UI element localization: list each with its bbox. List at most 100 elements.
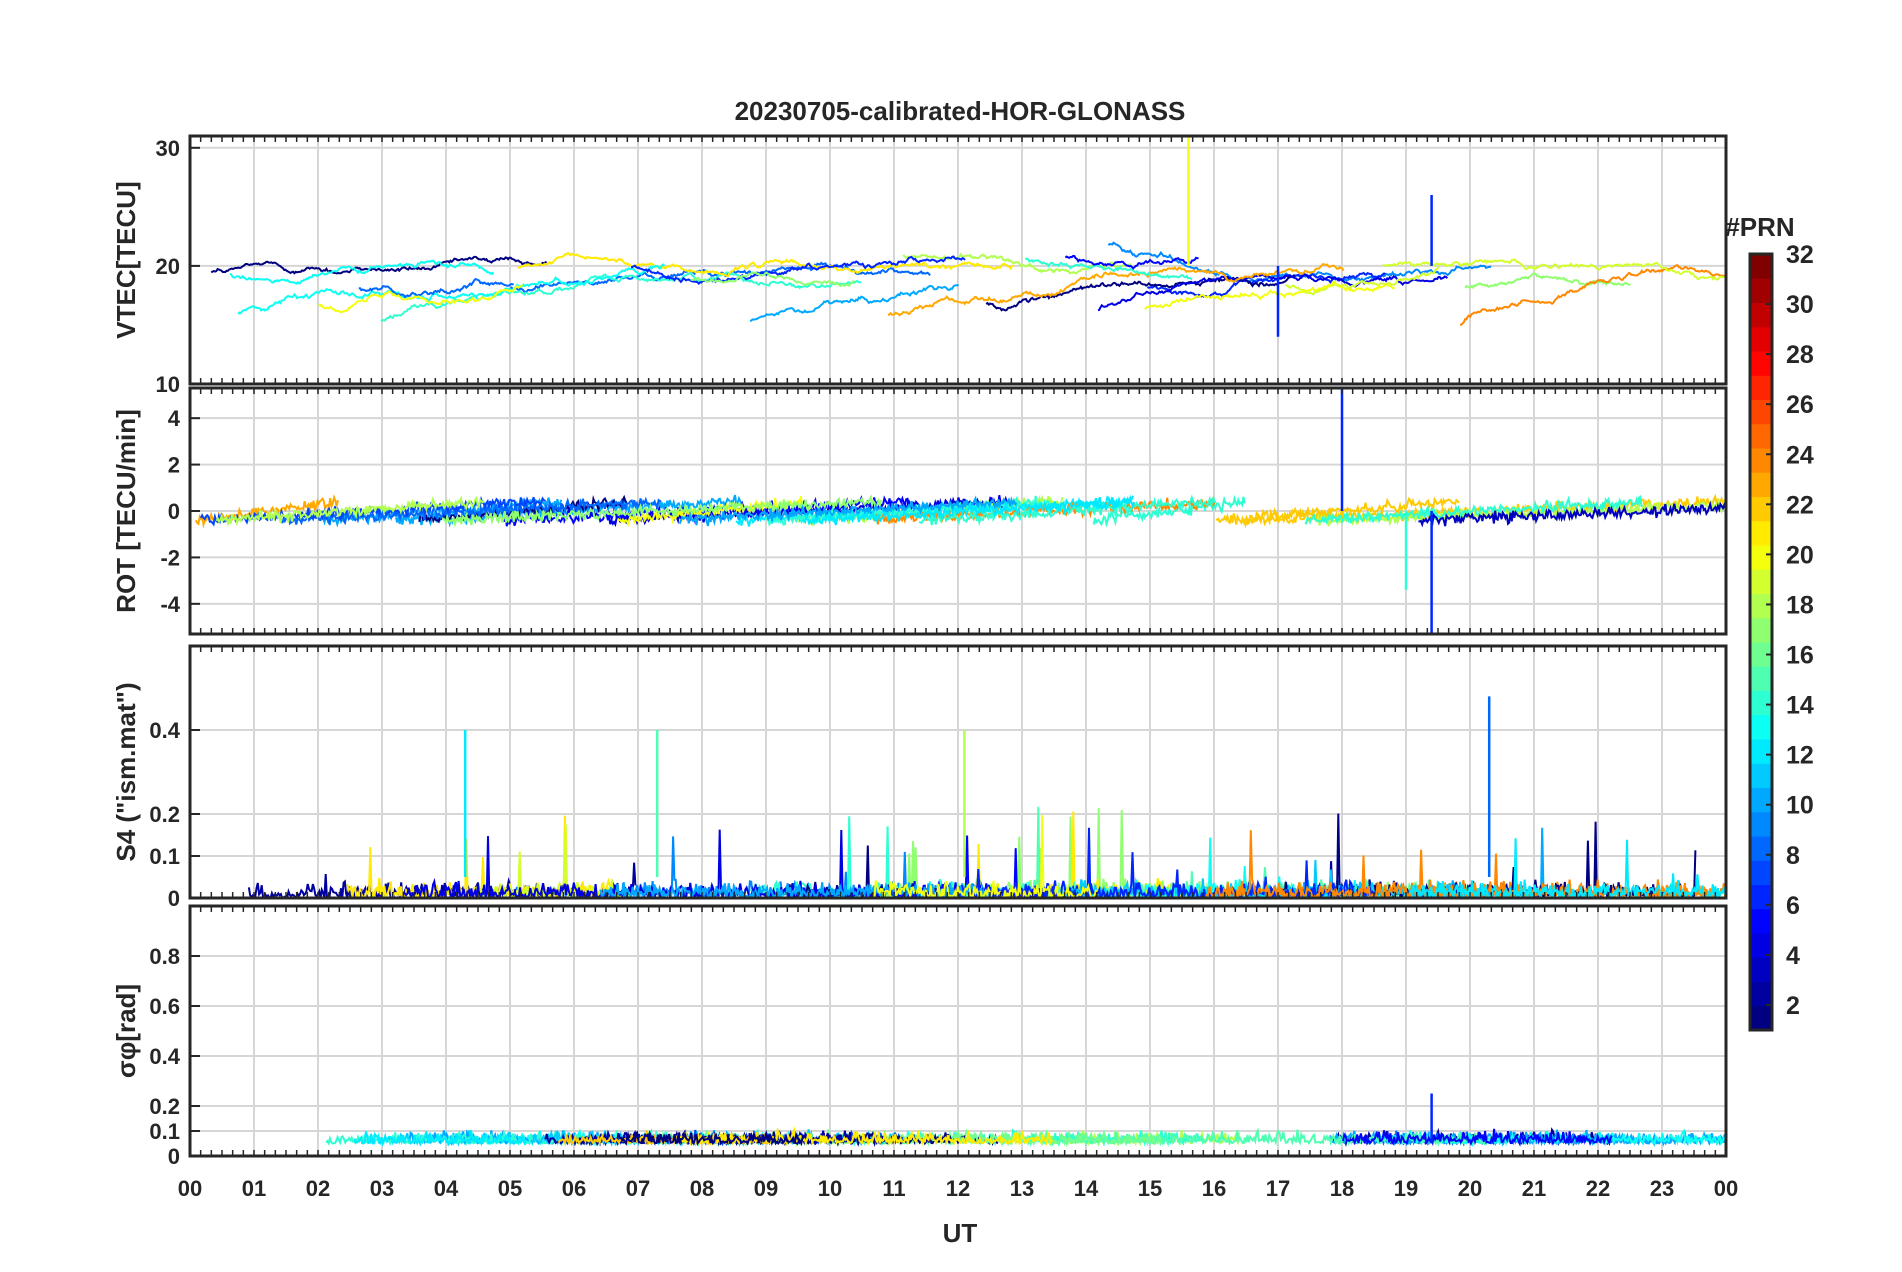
data-trace (1215, 496, 1460, 526)
y-tick-label: 0.1 (149, 844, 180, 869)
colorbar-tick-label: 8 (1786, 842, 1800, 870)
x-tick-label: 07 (626, 1176, 650, 1201)
x-tick-label: 00 (178, 1176, 202, 1201)
data-trace (599, 882, 990, 898)
colorbar-tick-label: 30 (1786, 291, 1814, 319)
y-axis-label: ROT [TECU/min] (111, 409, 141, 613)
data-trace (675, 1126, 1054, 1147)
x-tick-label: 10 (818, 1176, 842, 1201)
colorbar-band (1750, 908, 1772, 934)
data-trace (1342, 1128, 1613, 1147)
colorbar-tick-label: 14 (1786, 692, 1814, 720)
data-trace (210, 255, 548, 275)
data-trace (281, 496, 662, 526)
data-trace (402, 829, 899, 898)
data-trace (1097, 272, 1449, 312)
y-tick-label: -2 (160, 545, 180, 570)
colorbar-band (1750, 860, 1772, 885)
colorbar-tick-label: 24 (1786, 441, 1814, 469)
colorbar-tick-label: 32 (1786, 241, 1814, 269)
colorbar-tick-label: 10 (1786, 792, 1814, 820)
data-trace (318, 283, 524, 314)
y-tick-label: 0.2 (149, 1094, 180, 1119)
y-tick-label: 0.1 (149, 1119, 180, 1144)
y-tick-label: 4 (168, 406, 181, 431)
colorbar-band (1750, 617, 1772, 643)
panel-rot: -4 -2 0 2 4 ROT [TECU/min] (111, 386, 1728, 636)
colorbar-band (1750, 496, 1772, 522)
data-lines (325, 1093, 1726, 1148)
data-trace (1409, 838, 1726, 898)
chart-title: 20230705-calibrated-HOR-GLONASS (735, 96, 1186, 126)
colorbar-band (1750, 448, 1772, 473)
y-tick-label: 0.2 (149, 802, 180, 827)
colorbar-band (1750, 836, 1772, 861)
y-tick-label: 30 (156, 136, 180, 161)
data-trace (619, 1131, 804, 1147)
colorbar-band (1750, 545, 1772, 570)
colorbar-band (1750, 763, 1772, 788)
colorbar-band (1750, 593, 1772, 619)
data-trace (678, 495, 1018, 527)
data-trace (199, 495, 546, 527)
colorbar-tick-label: 6 (1786, 892, 1800, 920)
data-trace (215, 494, 485, 527)
x-tick-label: 13 (1010, 1176, 1034, 1201)
data-trace (1146, 271, 1386, 298)
colorbar-band (1750, 811, 1772, 837)
colorbar-band (1750, 423, 1772, 449)
y-tick-label: 0 (168, 886, 180, 911)
y-tick-label: 0.6 (149, 994, 180, 1019)
x-tick-label: 21 (1522, 1176, 1546, 1201)
data-trace (1464, 272, 1631, 290)
data-lines (210, 136, 1726, 337)
data-trace (1064, 254, 1199, 270)
data-trace (517, 251, 1014, 278)
data-trace (887, 263, 1345, 317)
y-tick-label: 10 (156, 372, 180, 397)
x-tick-label: 02 (306, 1176, 330, 1201)
colorbar-tick-label: 12 (1786, 742, 1814, 770)
y-axis-label: VTEC[TECU] (111, 181, 141, 338)
colorbar-band (1750, 714, 1772, 740)
colorbar-band (1750, 302, 1772, 328)
colorbar-band (1750, 254, 1772, 279)
data-trace (1304, 494, 1643, 525)
x-tick-label: 15 (1138, 1176, 1162, 1201)
y-tick-label: 0 (168, 1144, 180, 1169)
colorbar-band (1750, 278, 1772, 303)
colorbar-tick-label: 28 (1786, 341, 1814, 369)
colorbar-frame (1748, 252, 1774, 1032)
data-lines (194, 388, 1726, 634)
y-tick-label: 0.4 (149, 718, 180, 743)
y-tick-label: 0 (168, 499, 180, 524)
data-trace (1459, 264, 1726, 326)
panel-sigma_phi: 00.10.2 0.4 0.6 0.8 σφ[rad] (111, 904, 1728, 1169)
data-trace (803, 494, 1136, 526)
x-tick-label: 19 (1394, 1176, 1418, 1201)
x-tick-label: 00 (1714, 1176, 1738, 1201)
x-tick-label: 11 (882, 1176, 905, 1201)
x-tick-label: 16 (1202, 1176, 1226, 1201)
data-trace (353, 1130, 527, 1147)
colorbar-band (1750, 351, 1772, 376)
colorbar-band (1750, 520, 1772, 546)
y-tick-label: 0.8 (149, 944, 180, 969)
data-trace (229, 259, 495, 285)
colorbar-band (1750, 933, 1772, 958)
panel-s4: 0 0.1 0.2 0.4 S4 ("ism.mat") (111, 644, 1728, 911)
colorbar-band (1750, 957, 1772, 982)
x-tick-label: 18 (1330, 1176, 1354, 1201)
colorbar-band (1750, 739, 1772, 764)
y-tick-label: 2 (168, 453, 180, 478)
colorbar-band (1750, 642, 1772, 667)
data-trace (873, 815, 1098, 898)
colorbar-band (1750, 666, 1772, 691)
colorbar-band (1750, 884, 1772, 910)
y-tick-label: 20 (156, 254, 180, 279)
data-trace (358, 278, 514, 299)
data-trace (1382, 258, 1726, 281)
x-tick-label: 09 (754, 1176, 778, 1201)
